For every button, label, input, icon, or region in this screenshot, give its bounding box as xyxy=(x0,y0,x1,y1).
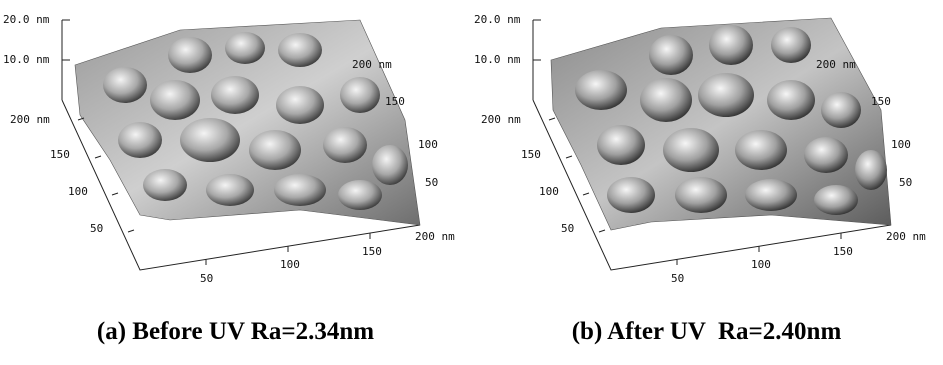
surface-body xyxy=(550,17,892,231)
right-axis-label-200: 200 nm xyxy=(816,58,856,71)
left-axis-label-200: 200 nm xyxy=(10,113,50,126)
afm-surface-plot-a: 20.0 nm 10.0 nm 200 nm 150 100 50 50 100… xyxy=(3,13,455,285)
bottom-axis-label-100: 100 xyxy=(751,258,771,271)
right-axis-label-150: 150 xyxy=(385,95,405,108)
right-axis-label-100: 100 xyxy=(891,138,911,151)
right-axis-label-50: 50 xyxy=(899,176,912,189)
base-frame xyxy=(61,99,421,271)
z-label-mid: 10.0 nm xyxy=(474,53,521,66)
left-axis-label-150: 150 xyxy=(521,148,541,161)
bottom-axis-label-50: 50 xyxy=(671,272,684,285)
afm-surface-plot-b: 20.0 nm 10.0 nm 200 nm 150 100 50 50 100… xyxy=(474,13,926,285)
right-axis-label-50: 50 xyxy=(425,176,438,189)
surface-bumps xyxy=(575,25,887,215)
z-label-mid: 10.0 nm xyxy=(3,53,50,66)
afm-panel-b: 20.0 nm 10.0 nm 200 nm 150 100 50 50 100… xyxy=(471,0,942,365)
right-axis-label-150: 150 xyxy=(871,95,891,108)
left-axis-label-150: 150 xyxy=(50,148,70,161)
bottom-axis-label-50: 50 xyxy=(200,272,213,285)
base-frame xyxy=(532,99,892,271)
afm-panel-a: 20.0 nm 10.0 nm 200 nm 150 100 50 50 100… xyxy=(0,0,471,365)
left-axis-label-50: 50 xyxy=(90,222,103,235)
surface-bumps xyxy=(103,32,408,210)
bottom-axis-label-150: 150 xyxy=(362,245,382,258)
right-axis-label-100: 100 xyxy=(418,138,438,151)
bottom-axis-label-200: 200 nm xyxy=(415,230,455,243)
bottom-axis-label-150: 150 xyxy=(833,245,853,258)
z-label-top: 20.0 nm xyxy=(474,13,521,26)
left-axis-label-200: 200 nm xyxy=(481,113,521,126)
left-axis-label-100: 100 xyxy=(539,185,559,198)
caption-a: (a) Before UV Ra=2.34nm xyxy=(96,318,375,345)
caption-b: (b) After UV Ra=2.40nm xyxy=(571,318,842,345)
left-axis-label-50: 50 xyxy=(561,222,574,235)
left-axis-label-100: 100 xyxy=(68,185,88,198)
bottom-axis-label-100: 100 xyxy=(280,258,300,271)
right-axis-label-200: 200 nm xyxy=(352,58,392,71)
bottom-axis-label-200: 200 nm xyxy=(886,230,926,243)
z-label-top: 20.0 nm xyxy=(3,13,50,26)
